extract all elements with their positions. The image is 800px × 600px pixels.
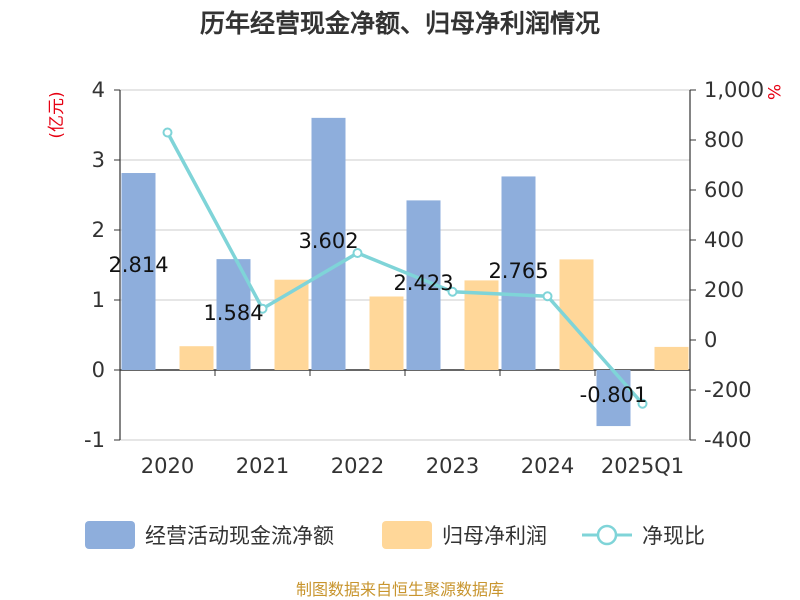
ratio-point (447, 286, 458, 297)
data-label: -0.801 (580, 383, 648, 407)
category-label: 2022 (331, 454, 384, 478)
legend-label-ratio: 净现比 (642, 524, 705, 548)
axes: 4 3 2 1 0 -1 1,000 800 600 400 200 0 -200 -400 2020 202… (84, 78, 764, 478)
right-tick-label: -400 (704, 428, 752, 452)
data-label: 2.814 (108, 253, 168, 277)
left-tick-label: 1 (92, 288, 105, 312)
data-label: 2.423 (393, 271, 453, 295)
category-label: 2023 (426, 454, 479, 478)
right-tick-label: 0 (704, 328, 717, 352)
legend-swatch-ratio-marker (596, 524, 618, 546)
bar-net-profit (369, 296, 404, 370)
ratio-point (542, 291, 553, 302)
right-axis-unit: % (763, 84, 783, 100)
right-tick-label: 400 (704, 228, 744, 252)
right-tick-label: 600 (704, 178, 744, 202)
bar-operating-cash-flow (311, 117, 346, 370)
bar-operating-cash-flow (121, 173, 156, 370)
bar-operating-cash-flow (596, 370, 631, 427)
legend-label-net-profit: 归母净利润 (442, 524, 547, 548)
left-tick-label: 0 (92, 358, 105, 382)
category-label: 2020 (141, 454, 194, 478)
bar-operating-cash-flow (501, 176, 536, 370)
category-label: 2021 (236, 454, 289, 478)
data-label: 2.765 (488, 259, 548, 283)
legend-swatch-net-profit (382, 521, 432, 549)
data-label: 3.602 (298, 229, 358, 253)
bar-net-profit (274, 279, 309, 370)
ratio-point (257, 303, 268, 314)
legend-label-operating-cash-flow: 经营活动现金流净额 (145, 524, 334, 548)
bars (121, 117, 689, 427)
category-label: 2025Q1 (601, 454, 684, 478)
left-tick-label: 4 (92, 78, 105, 102)
legend-swatch-operating-cash-flow (85, 521, 135, 549)
ratio-point (162, 127, 173, 138)
bar-net-profit (179, 346, 214, 370)
ratio-line (162, 127, 648, 409)
chart-title: 历年经营现金净额、归母净利润情况 (200, 9, 600, 38)
ratio-line-path (165, 131, 644, 405)
right-tick-label: -200 (704, 378, 752, 402)
left-tick-label: 2 (92, 218, 105, 242)
right-tick-label: 800 (704, 128, 744, 152)
source-note: 制图数据来自恒生聚源数据库 (296, 580, 504, 599)
ratio-point (352, 248, 363, 258)
left-tick-label: -1 (84, 428, 105, 452)
right-tick-label: 1,000 (704, 78, 764, 102)
bar-net-profit (654, 346, 689, 370)
category-label: 2024 (521, 454, 574, 478)
left-axis-unit: (亿元) (47, 91, 67, 138)
left-tick-label: 3 (92, 148, 105, 172)
right-tick-label: 200 (704, 278, 744, 302)
data-label: 1.584 (203, 301, 263, 325)
ratio-point (637, 398, 648, 409)
data-labels: 2.814 1.584 3.602 2.423 2.765 -0.801 (108, 229, 647, 407)
legend: 经营活动现金流净额 归母净利润 净现比 (85, 521, 705, 549)
